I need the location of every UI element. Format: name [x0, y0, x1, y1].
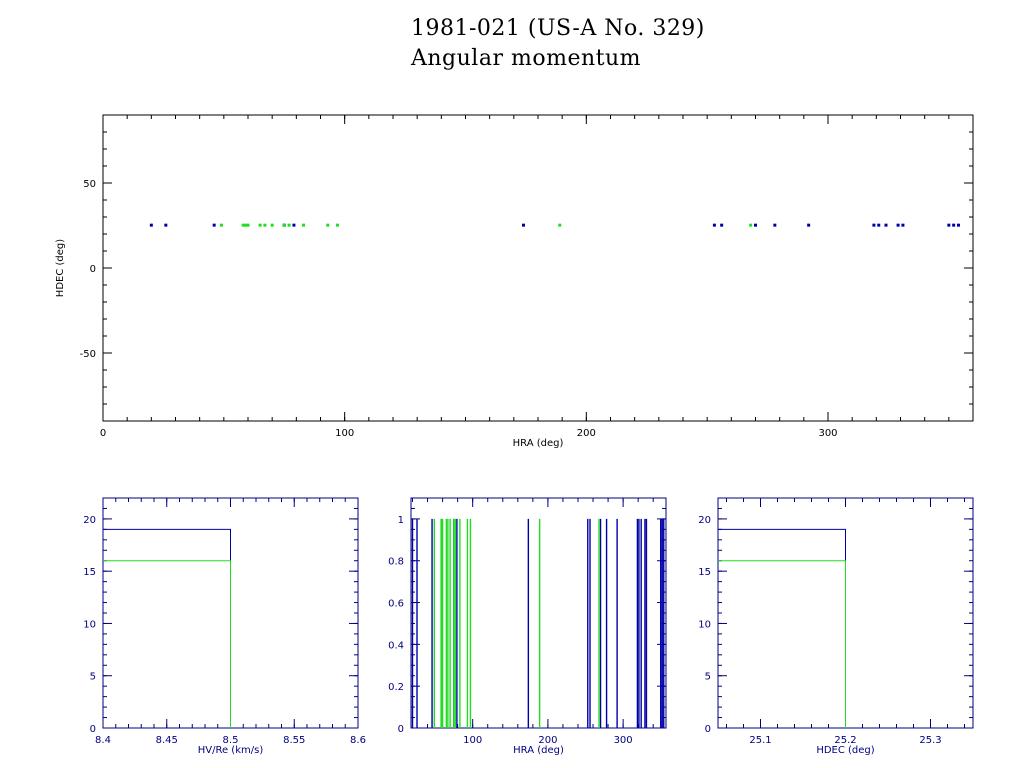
scatter-point-series0-1 [164, 223, 168, 227]
y-tick-label-1: 15 [83, 567, 96, 578]
x-tick-label-2: 200 [538, 735, 557, 746]
scatter-point-series1-13 [749, 223, 753, 227]
scatter-point-series0-7 [720, 223, 724, 227]
plot-frame-0 [102, 114, 974, 422]
x-tick-label-1: 8.5 [223, 735, 239, 746]
scatter-point-series0-13 [884, 223, 888, 227]
y-tick-label-3: 10 [698, 619, 711, 630]
scatter-point-series1-12 [558, 223, 562, 227]
y-tick-label-1: 10 [83, 619, 96, 630]
scatter-point-series0-8 [754, 223, 757, 227]
histogram-step-series0 [718, 528, 846, 728]
scatter-point-series0-12 [877, 223, 881, 227]
plot-frame-2 [410, 497, 667, 729]
y-tick-label-1: 5 [90, 672, 96, 683]
y-tick-label-2: 0.8 [388, 557, 404, 568]
x-tick-label-0: 100 [335, 428, 354, 439]
x-axis-label-2: HRA (deg) [513, 745, 564, 756]
scatter-point-series0-15 [901, 223, 905, 227]
x-tick-label-3: 25.1 [749, 735, 771, 746]
y-tick-label-2: 0.6 [388, 599, 404, 610]
x-tick-label-2: 100 [463, 735, 482, 746]
chart-subtitle: Angular momentum [411, 46, 641, 71]
histogram-step-series0 [103, 528, 231, 728]
scatter-point-series0-10 [807, 223, 811, 227]
scatter-point-series0-11 [872, 223, 876, 227]
x-tick-label-1: 8.4 [95, 735, 111, 746]
scatter-point-series0-4 [292, 223, 296, 227]
scatter-point-series0-9 [773, 223, 777, 227]
y-tick-label-1: 20 [83, 515, 96, 526]
y-tick-label-2: 0.2 [388, 682, 404, 693]
y-tick-label-0: -50 [80, 349, 96, 360]
scatter-point-series0-5 [522, 223, 525, 227]
scatter-point-series1-4 [258, 223, 262, 227]
x-tick-label-1: 8.6 [350, 735, 366, 746]
y-tick-label-2: 0.4 [388, 640, 404, 651]
scatter-point-series1-6 [270, 223, 274, 227]
x-tick-label-2: 300 [614, 735, 633, 746]
chart-title: 1981-021 (US-A No. 329) [411, 16, 705, 41]
x-tick-label-0: 300 [818, 428, 837, 439]
y-tick-label-0: 50 [83, 179, 96, 190]
y-axis-label-0: HDEC (deg) [55, 239, 66, 297]
x-tick-label-3: 25.2 [834, 735, 856, 746]
y-tick-label-3: 20 [698, 515, 711, 526]
scatter-point-series1-7 [282, 223, 286, 227]
x-axis-label-3: HDEC (deg) [816, 745, 874, 756]
scatter-point-series0-14 [896, 223, 900, 227]
y-tick-label-2: 0 [398, 724, 404, 735]
scatter-point-series1-11 [335, 223, 339, 227]
scatter-point-series0-2 [212, 223, 216, 227]
y-tick-label-3: 5 [705, 672, 711, 683]
x-tick-label-0: 200 [577, 428, 596, 439]
scatter-point-series1-10 [326, 223, 330, 227]
scatter-point-series0-18 [957, 223, 960, 227]
scatter-point-series1-1 [241, 223, 245, 227]
x-tick-label-1: 8.55 [283, 735, 305, 746]
scatter-point-series0-6 [712, 223, 716, 227]
y-tick-label-2: 1 [398, 515, 404, 526]
y-tick-label-3: 0 [705, 724, 711, 735]
y-tick-label-0: 0 [90, 264, 96, 275]
scatter-point-series0-0 [149, 223, 153, 227]
scatter-point-series1-5 [263, 223, 267, 227]
x-tick-label-3: 25.3 [919, 735, 941, 746]
histogram-step-series1 [103, 560, 231, 728]
scatter-point-series1-3 [246, 223, 250, 227]
x-tick-label-0: 0 [100, 428, 106, 439]
histogram-step-series1 [718, 560, 846, 728]
x-axis-label-1: HV/Re (km/s) [198, 745, 264, 756]
scatter-point-series1-9 [302, 223, 306, 227]
y-tick-label-1: 0 [90, 724, 96, 735]
y-tick-label-3: 15 [698, 567, 711, 578]
x-tick-label-1: 8.45 [156, 735, 178, 746]
scatter-point-series1-2 [244, 223, 248, 227]
scatter-point-series1-8 [287, 223, 291, 227]
scatter-point-series1-0 [219, 223, 223, 227]
x-axis-label-0: HRA (deg) [513, 438, 564, 449]
scatter-point-series0-16 [947, 223, 951, 227]
title-block: 1981-021 (US-A No. 329) Angular momentum [411, 14, 705, 74]
scatter-point-series0-17 [952, 223, 956, 227]
